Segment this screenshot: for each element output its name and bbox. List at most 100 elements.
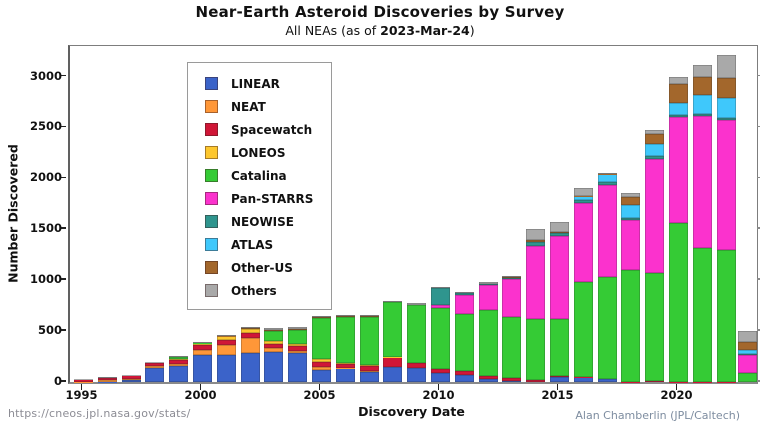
bar-segment-others-2013	[502, 275, 522, 278]
bar-segment-catalina-2022	[716, 250, 736, 382]
bar-segment-neat-2000	[193, 349, 212, 355]
legend-item-neat: NEAT	[188, 95, 331, 118]
bar-segment-neowise-2014	[526, 242, 546, 247]
bar-segment-other-us-2014	[526, 240, 546, 242]
bar-segment-neat-1998	[145, 366, 165, 369]
bar-segment-atlas-2021	[692, 95, 712, 115]
y-tick-mark	[60, 227, 66, 230]
bar-segment-pan-starrs-2016	[573, 202, 593, 283]
bar-segment-neowise-2019	[645, 155, 665, 159]
legend-swatch-neowise-icon	[205, 215, 218, 228]
bar-segment-atlas-2016	[573, 196, 593, 200]
bar-segment-catalina-2008	[383, 302, 403, 357]
bar-segment-loneos-2005	[312, 359, 331, 362]
bar-segment-spacewatch-2008	[383, 357, 403, 367]
legend-label: Catalina	[231, 168, 287, 183]
bar-segment-linear-2003	[264, 352, 284, 382]
y-tick-mark	[60, 74, 66, 77]
source-url: https://cneos.jpl.nasa.gov/stats/	[8, 407, 191, 420]
bar-segment-linear-2015	[550, 377, 569, 382]
bar-segment-catalina-2007	[359, 316, 379, 366]
y-tick-mark	[60, 176, 66, 179]
legend-item-catalina: Catalina	[188, 164, 331, 187]
y-tick-label: 3000	[29, 68, 62, 83]
bar-segment-atlas-2020	[669, 103, 688, 115]
bar-segment-other-us-2018	[621, 196, 641, 206]
bar-segment-neat-1996	[97, 380, 117, 382]
bar-segment-linear-2009	[407, 368, 427, 382]
x-tick-mark	[556, 384, 559, 390]
bar-segment-other-us-2019	[645, 133, 665, 145]
bar-segment-others-2023	[737, 330, 757, 343]
bar-segment-spacewatch-2002	[240, 332, 260, 339]
legend-label: ATLAS	[231, 237, 274, 252]
bar-segment-spacewatch-2004	[288, 346, 308, 351]
bar-segment-others-2012	[478, 281, 498, 284]
legend-item-others: Others	[188, 279, 331, 302]
bar-segment-loneos-2007	[359, 365, 379, 367]
bar-segment-others-2001	[216, 334, 236, 336]
bar-segment-spacewatch-1997	[121, 375, 141, 379]
legend-swatch-neat-icon	[205, 100, 218, 113]
bar-segment-linear-2005	[312, 369, 331, 382]
legend-label: NEOWISE	[231, 214, 294, 229]
bar-segment-pan-starrs-2018	[621, 220, 641, 270]
bar-segment-pan-starrs-2020	[669, 116, 688, 224]
bar-segment-spacewatch-2018	[621, 381, 641, 382]
bar-segment-loneos-2001	[216, 336, 236, 341]
bar-segment-other-us-2017	[597, 173, 617, 175]
bar-segment-neowise-2010	[431, 288, 450, 306]
bar-segment-spacewatch-1996	[97, 377, 117, 381]
bar-segment-others-2022	[716, 55, 736, 78]
y-tick-label: 1500	[29, 221, 62, 236]
bar-segment-pan-starrs-2023	[737, 354, 757, 373]
bar-segment-pan-starrs-2015	[550, 236, 569, 319]
bar-segment-others-2019	[645, 130, 665, 134]
y-tick-mark-right	[757, 380, 760, 382]
bar-segment-others-1995	[74, 378, 93, 380]
bar-segment-pan-starrs-2013	[502, 278, 522, 318]
bar-segment-others-2020	[669, 76, 688, 85]
bar-segment-other-us-2004	[288, 328, 308, 330]
bar-segment-catalina-2005	[312, 317, 331, 360]
legend-label: LINEAR	[231, 76, 280, 91]
bar-segment-linear-2017	[597, 379, 617, 382]
bar-segment-linear-1996	[97, 381, 117, 382]
legend-item-neowise: NEOWISE	[188, 210, 331, 233]
bar-segment-spacewatch-2001	[216, 340, 236, 345]
bar-segment-catalina-2014	[526, 318, 546, 380]
bar-segment-spacewatch-2003	[264, 343, 284, 349]
y-tick-label: 1000	[29, 272, 62, 287]
bar-segment-spacewatch-2016	[573, 376, 593, 378]
legend-box: LINEAR NEAT Spacewatch LONEOS Catalina Pan-ST…	[187, 62, 332, 310]
bar-segment-other-us-2007	[359, 316, 379, 317]
y-tick-label: 0	[53, 374, 62, 388]
credit-text: Alan Chamberlin (JPL/Caltech)	[575, 409, 740, 422]
bar-segment-linear-2010	[431, 372, 450, 382]
bar-segment-others-2014	[526, 229, 546, 241]
legend-swatch-other-us-icon	[205, 261, 218, 274]
bar-segment-other-us-2003	[264, 330, 284, 332]
bar-segment-spacewatch-2014	[526, 379, 546, 382]
bar-segment-neat-1997	[121, 378, 141, 381]
bar-segment-other-us-2013	[502, 277, 522, 278]
bar-segment-catalina-2009	[407, 305, 427, 363]
bar-segment-others-2007	[359, 314, 379, 317]
x-tick-mark	[675, 384, 678, 390]
legend-swatch-loneos-icon	[205, 146, 218, 159]
bar-segment-others-1999	[169, 356, 189, 358]
bar-segment-others-2011	[454, 291, 474, 294]
legend-item-loneos: LONEOS	[188, 141, 331, 164]
y-tick-mark-right	[757, 125, 760, 128]
bar-segment-catalina-2018	[621, 270, 641, 382]
bar-segment-catalina-2016	[573, 282, 593, 377]
x-tick-label: 2005	[303, 388, 336, 402]
bar-segment-pan-starrs-2011	[454, 295, 474, 314]
x-tick-label: 2010	[422, 388, 455, 402]
bar-segment-pan-starrs-2022	[716, 119, 736, 251]
legend-label: Spacewatch	[231, 122, 313, 137]
bar-segment-linear-1997	[121, 380, 141, 382]
bar-segment-spacewatch-2019	[645, 380, 665, 382]
bar-segment-neowise-2013	[502, 277, 522, 279]
y-tick-mark-right	[757, 74, 760, 77]
